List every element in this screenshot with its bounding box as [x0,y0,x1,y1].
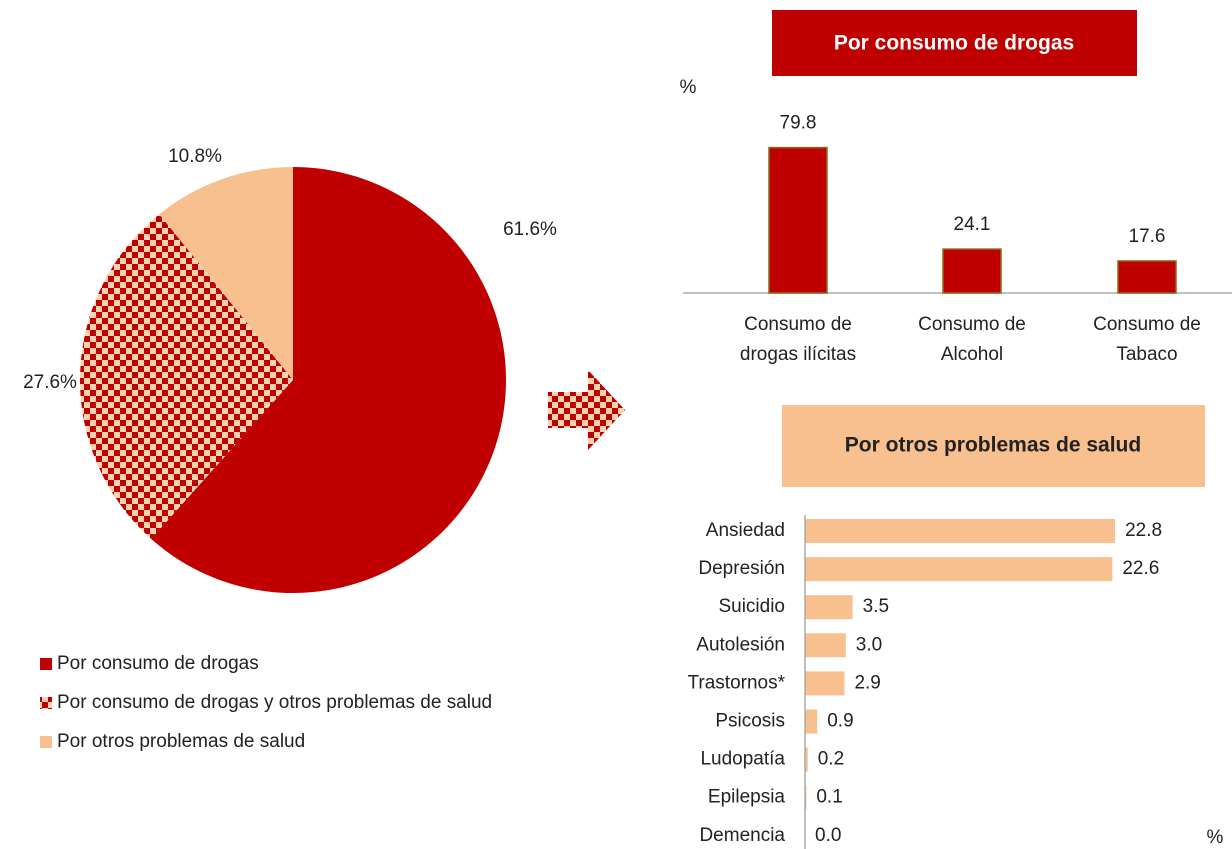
bar [805,595,853,620]
data-label: 3.0 [856,634,882,655]
y-tick-label: Ansiedad [706,520,785,541]
data-label: 3.5 [863,596,889,617]
data-label: 22.8 [1125,520,1162,541]
bar [805,519,1116,543]
y-axis-label: % [680,77,697,98]
y-tick-label: Demencia [699,825,785,846]
bar [805,709,818,734]
pie-slice [151,167,506,593]
data-label: 0.9 [827,711,853,732]
data-label: 0.2 [818,749,844,770]
bar [768,146,828,294]
data-label: 0.1 [816,787,842,808]
y-tick-label: Suicidio [718,596,785,617]
title-box [782,405,1205,487]
y-tick-label: Psicosis [715,711,785,732]
y-tick-label: Trastornos* [688,672,786,693]
data-label: 17.6 [1129,226,1166,247]
data-label: 22.6 [1122,558,1159,579]
y-tick-label: Depresión [698,558,785,579]
chart-title: Por otros problemas de salud [845,434,1141,457]
bar [805,747,808,772]
bar [805,671,845,696]
data-label: 61.6% [503,219,557,240]
title-box [772,10,1137,76]
data-label: 2.9 [854,672,880,693]
data-label: 10.8% [168,146,222,167]
data-label: 27.6% [23,372,77,393]
bar [1117,260,1177,294]
bar [805,633,846,658]
legend-label: Por consumo de drogas y otros problemas … [57,692,492,713]
data-label: 0.0 [815,825,841,846]
legend-swatch [40,658,52,670]
chart-title: Por consumo de drogas [834,32,1074,55]
pie-slice [159,167,293,380]
legend-label: Por otros problemas de salud [57,731,305,752]
y-tick-label: Autolesión [696,634,785,655]
legend-label: Por consumo de drogas [57,653,259,674]
x-axis-label: % [1207,827,1224,848]
x-tick-label: Consumo de drogas ilícitas [739,314,857,365]
bar [942,248,1002,294]
x-tick-label: Consumo de Alcohol [918,314,1026,365]
data-label: 24.1 [954,214,991,235]
arrow [548,370,625,450]
bar [805,557,1113,582]
pie-slice [80,214,293,539]
x-tick-label: Consumo de Tabaco [1093,314,1201,365]
y-tick-label: Ludopatía [700,749,785,770]
legend-swatch [40,697,52,709]
legend-swatch [40,736,52,748]
data-label: 79.8 [780,113,817,134]
y-tick-label: Epilepsia [708,787,786,808]
